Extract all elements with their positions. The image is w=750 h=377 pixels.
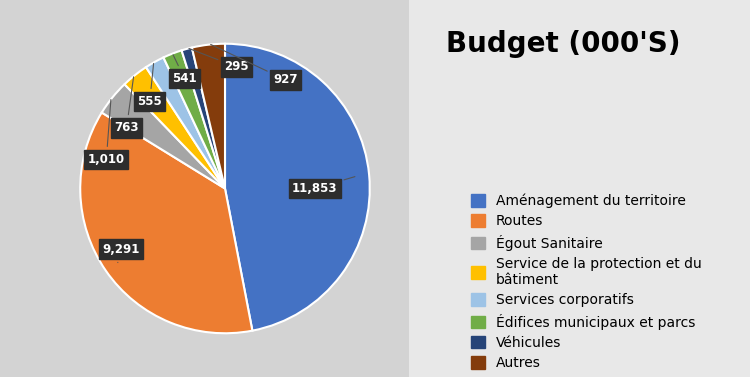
Wedge shape [164, 51, 225, 188]
Wedge shape [124, 67, 225, 188]
Legend: Aménagement du territoire, Routes, Égout Sanitaire, Service de la protection et : Aménagement du territoire, Routes, Égout… [471, 194, 701, 370]
Text: 763: 763 [114, 77, 139, 134]
Text: 11,853: 11,853 [292, 177, 355, 195]
Wedge shape [102, 84, 225, 188]
Text: 555: 555 [137, 63, 162, 108]
Text: 1,010: 1,010 [88, 100, 124, 166]
Text: 295: 295 [189, 49, 249, 74]
Wedge shape [192, 44, 225, 188]
Wedge shape [182, 48, 225, 188]
Wedge shape [80, 113, 253, 333]
Wedge shape [225, 44, 370, 331]
Text: 9,291: 9,291 [102, 243, 140, 262]
Text: 927: 927 [211, 44, 298, 86]
Text: Budget (000'S): Budget (000'S) [446, 30, 681, 58]
Wedge shape [146, 57, 225, 188]
Text: 541: 541 [172, 55, 196, 85]
